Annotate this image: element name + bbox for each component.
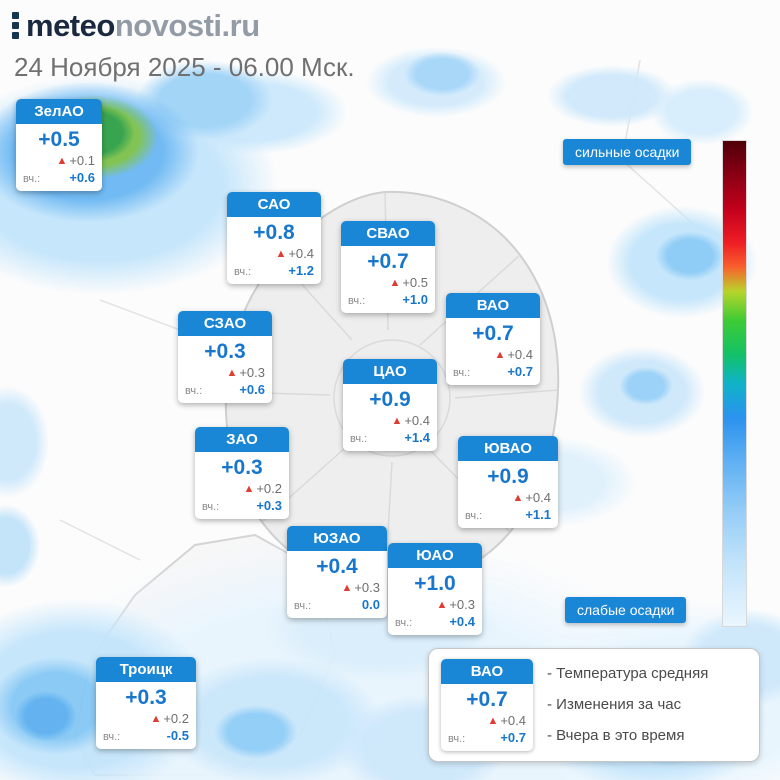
district-change: +0.2 <box>256 481 282 497</box>
district-yesterday: -0.5 <box>166 727 189 743</box>
district-temp: +0.7 <box>367 250 409 273</box>
district-name: ЮАО <box>388 543 482 568</box>
up-triangle-icon: ▲ <box>341 581 353 594</box>
yesterday-label: вч.: <box>23 172 41 185</box>
district-name: САО <box>227 192 321 217</box>
note-yesterday-time: - Вчера в это время <box>547 726 685 744</box>
district-yesterday: +0.3 <box>256 497 282 513</box>
district-yesterday: +0.7 <box>500 729 526 745</box>
yesterday-label: вч.: <box>453 366 471 379</box>
example-district-card: ВАО +0.7 ▲ +0.4 вч.: +0.7 <box>441 659 533 751</box>
district-temp: +0.3 <box>125 686 167 709</box>
district-yesterday: +1.1 <box>525 506 551 522</box>
district-yesterday: +0.6 <box>69 169 95 185</box>
yesterday-label: вч.: <box>202 500 220 513</box>
district-card-szao: СЗАО +0.3 ▲ +0.3 вч.: +0.6 <box>178 311 272 403</box>
district-yesterday: +0.4 <box>449 613 475 629</box>
up-triangle-icon: ▲ <box>512 491 524 504</box>
site-logo[interactable]: meteonovosti.ru <box>12 10 260 41</box>
up-triangle-icon: ▲ <box>275 247 287 260</box>
district-name: Троицк <box>96 657 196 682</box>
district-name: ВАО <box>446 293 540 318</box>
district-change: +0.3 <box>449 597 475 613</box>
up-triangle-icon: ▲ <box>487 714 499 727</box>
up-triangle-icon: ▲ <box>389 276 401 289</box>
district-name: СВАО <box>341 221 435 246</box>
district-name: ЗелАО <box>16 99 102 124</box>
logo-text-novosti: novosti.ru <box>114 8 260 43</box>
district-change: +0.4 <box>288 246 314 262</box>
district-name: ЮЗАО <box>287 526 387 551</box>
yesterday-label: вч.: <box>465 509 483 522</box>
district-temp: +0.5 <box>38 128 80 151</box>
district-change: +0.4 <box>404 413 430 429</box>
up-triangle-icon: ▲ <box>226 366 238 379</box>
district-change: +0.1 <box>69 153 95 169</box>
district-change: +0.3 <box>354 580 380 596</box>
up-triangle-icon: ▲ <box>150 712 162 725</box>
logo-icon <box>12 12 19 39</box>
district-card-cao: ЦАО +0.9 ▲ +0.4 вч.: +1.4 <box>343 359 437 451</box>
district-card-yuao: ЮАО +1.0 ▲ +0.3 вч.: +0.4 <box>388 543 482 635</box>
district-card-zelao: ЗелАО +0.5 ▲ +0.1 вч.: +0.6 <box>16 99 102 191</box>
up-triangle-icon: ▲ <box>436 598 448 611</box>
district-name: СЗАО <box>178 311 272 336</box>
district-card-svao: СВАО +0.7 ▲ +0.5 вч.: +1.0 <box>341 221 435 313</box>
district-temp: +0.8 <box>253 221 295 244</box>
yesterday-label: вч.: <box>103 730 121 743</box>
up-triangle-icon: ▲ <box>56 154 68 167</box>
weak-precip-label: слабые осадки <box>565 597 687 623</box>
logo-text-meteo: meteo <box>26 8 115 43</box>
district-change: +0.4 <box>507 347 533 363</box>
district-temp: +0.4 <box>316 555 358 578</box>
yesterday-label: вч.: <box>348 294 366 307</box>
district-card-vao: ВАО +0.7 ▲ +0.4 вч.: +0.7 <box>446 293 540 385</box>
logo-text: meteonovosti.ru <box>26 10 260 41</box>
district-change: +0.2 <box>163 711 189 727</box>
district-card-yuzao: ЮЗАО +0.4 ▲ +0.3 вч.: 0.0 <box>287 526 387 618</box>
district-change: +0.3 <box>239 365 265 381</box>
note-average-temp: - Температура средняя <box>547 665 709 683</box>
date-line: 24 Ноября 2025 - 06.00 Мск. <box>14 52 355 82</box>
district-name: ВАО <box>441 659 533 685</box>
district-yesterday: +1.0 <box>402 291 428 307</box>
up-triangle-icon: ▲ <box>243 482 255 495</box>
yesterday-label: вч.: <box>185 384 203 397</box>
district-yesterday: 0.0 <box>361 596 380 612</box>
district-name: ЗАО <box>195 427 289 452</box>
district-yesterday: +0.6 <box>239 381 265 397</box>
district-temp: +0.9 <box>369 388 411 411</box>
district-temp: +0.9 <box>487 465 529 488</box>
district-change: +0.5 <box>402 275 428 291</box>
district-change: +0.4 <box>525 490 551 506</box>
district-yesterday: +1.4 <box>404 429 430 445</box>
yesterday-label: вч.: <box>350 432 368 445</box>
district-card-troitsk: Троицк +0.3 ▲ +0.2 вч.: -0.5 <box>96 657 196 749</box>
district-yesterday: +1.2 <box>288 262 314 278</box>
district-name: ЦАО <box>343 359 437 384</box>
district-temp: +0.3 <box>204 340 246 363</box>
yesterday-label: вч.: <box>234 265 252 278</box>
district-temp: +0.7 <box>466 688 508 712</box>
yesterday-label: вч.: <box>294 599 312 612</box>
district-yesterday: +0.7 <box>507 363 533 379</box>
district-name: ЮВАО <box>458 436 558 461</box>
district-card-zao: ЗАО +0.3 ▲ +0.2 вч.: +0.3 <box>195 427 289 519</box>
up-triangle-icon: ▲ <box>494 348 506 361</box>
district-change: +0.4 <box>500 713 526 729</box>
district-temp: +0.3 <box>221 456 263 479</box>
up-triangle-icon: ▲ <box>391 414 403 427</box>
yesterday-label: вч.: <box>448 732 466 745</box>
card-explanation-box: ВАО +0.7 ▲ +0.4 вч.: +0.7 - Температура ср… <box>428 648 760 762</box>
explanation-notes: - Температура средняя - Изменения за час… <box>547 659 708 751</box>
note-hourly-change: - Изменения за час <box>547 695 682 713</box>
district-temp: +0.7 <box>472 322 514 345</box>
strong-precip-label: сильные осадки <box>563 139 692 165</box>
district-card-sao: САО +0.8 ▲ +0.4 вч.: +1.2 <box>227 192 321 284</box>
yesterday-label: вч.: <box>395 616 413 629</box>
precip-intensity-scale <box>722 140 747 627</box>
district-card-yuvao: ЮВАО +0.9 ▲ +0.4 вч.: +1.1 <box>458 436 558 528</box>
district-temp: +1.0 <box>414 572 456 595</box>
